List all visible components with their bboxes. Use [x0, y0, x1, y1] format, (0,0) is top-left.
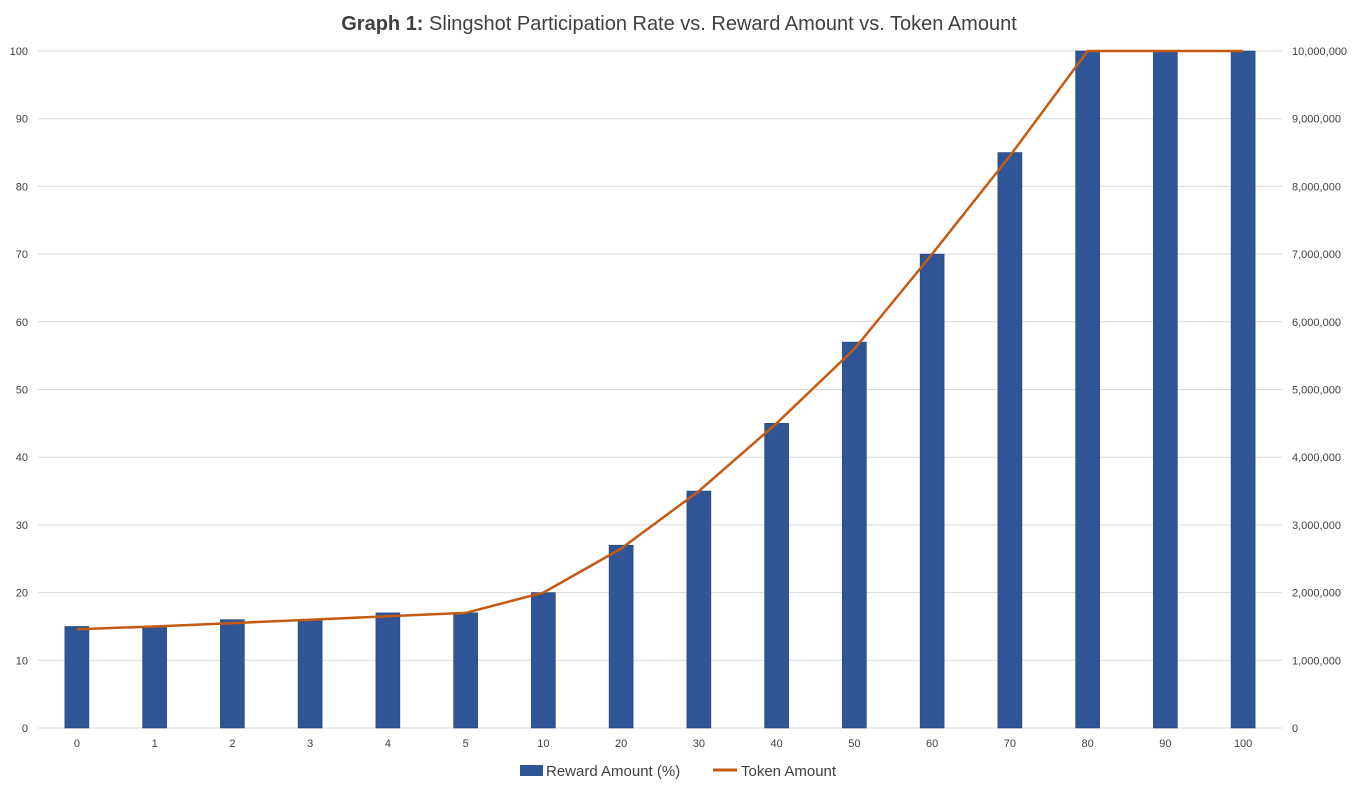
bar-reward-amount	[220, 619, 245, 729]
y-right-tick-label: 9,000,000	[1292, 114, 1341, 126]
y-right-tick-label: 8,000,000	[1292, 181, 1341, 193]
x-tick-label: 3	[307, 738, 313, 750]
x-tick-label: 90	[1159, 738, 1171, 750]
bar-reward-amount	[842, 341, 867, 729]
y-right-tick-label: 4,000,000	[1292, 452, 1341, 464]
legend-label-token: Token Amount	[741, 763, 837, 780]
y-right-tick-label: 1,000,000	[1292, 655, 1341, 667]
bar-reward-amount	[142, 626, 167, 729]
bar-reward-amount	[1075, 50, 1100, 729]
x-tick-label: 100	[1234, 738, 1252, 750]
y-right-tick-label: 3,000,000	[1292, 520, 1341, 532]
y-left-tick-label: 10	[16, 655, 28, 667]
bar-reward-amount	[1230, 50, 1256, 729]
x-tick-label: 1	[152, 738, 158, 750]
y-left-tick-label: 80	[16, 181, 28, 193]
bar-reward-amount	[297, 619, 323, 729]
y-left-tick-label: 100	[10, 46, 28, 58]
x-tick-label: 0	[74, 738, 80, 750]
y-left-tick-label: 0	[22, 723, 28, 735]
bar-reward-amount	[375, 612, 401, 729]
y-left-tick-label: 60	[16, 317, 28, 329]
chart-title-prefix: Graph 1:	[341, 13, 423, 35]
x-tick-label: 10	[537, 738, 549, 750]
x-tick-label: 20	[615, 738, 627, 750]
bar-reward-amount	[64, 626, 90, 729]
x-tick-label: 70	[1004, 738, 1016, 750]
y-right-tick-label: 6,000,000	[1292, 317, 1341, 329]
y-left-tick-label: 40	[16, 452, 28, 464]
y-axis-right: 0 1,000,000 2,000,000 3,000,000 4,000,000 5,0…	[1292, 46, 1347, 735]
x-tick-label: 4	[385, 738, 391, 750]
y-left-tick-label: 50	[16, 385, 28, 397]
y-left-tick-label: 20	[16, 588, 28, 600]
y-right-tick-label: 7,000,000	[1292, 249, 1341, 261]
bar-reward-amount	[453, 612, 478, 729]
legend-label-reward: Reward Amount (%)	[546, 763, 680, 780]
chart-title-text: Slingshot Participation Rate vs. Reward …	[429, 13, 1017, 35]
y-left-tick-label: 30	[16, 520, 28, 532]
bar-reward-amount	[1153, 50, 1178, 729]
x-tick-label: 50	[848, 738, 860, 750]
y-right-tick-label: 0	[1292, 723, 1298, 735]
bar-reward-amount	[764, 423, 789, 729]
y-right-tick-label: 2,000,000	[1292, 588, 1341, 600]
legend: Reward Amount (%) Token Amount	[520, 763, 837, 780]
legend-swatch-reward	[520, 765, 543, 776]
x-tick-label: 60	[926, 738, 938, 750]
y-left-tick-label: 70	[16, 249, 28, 261]
x-tick-label: 2	[229, 738, 235, 750]
bar-reward-amount	[686, 490, 712, 729]
bar-reward-amount	[531, 592, 556, 729]
y-axis-left: 0 10 20 30 40 50 60 70 80 90 100	[10, 46, 28, 735]
x-axis: 0 1 2 3 4 5 10 20 30 40 50 60 70 80 90 100	[74, 738, 1252, 750]
bar-reward-amount	[919, 253, 945, 729]
x-tick-label: 30	[693, 738, 705, 750]
line-token-amount	[76, 49, 1244, 631]
gridlines	[38, 50, 1282, 661]
x-tick-label: 5	[463, 738, 469, 750]
bar-series	[64, 50, 1256, 729]
bar-reward-amount	[608, 544, 634, 729]
chart-title: Graph 1: Slingshot Participation Rate vs…	[341, 13, 1017, 35]
x-tick-label: 80	[1082, 738, 1094, 750]
bar-reward-amount	[997, 152, 1023, 729]
y-left-tick-label: 90	[16, 114, 28, 126]
y-right-tick-label: 5,000,000	[1292, 385, 1341, 397]
y-right-tick-label: 10,000,000	[1292, 46, 1347, 58]
x-tick-label: 40	[771, 738, 783, 750]
line-series	[76, 49, 1244, 631]
